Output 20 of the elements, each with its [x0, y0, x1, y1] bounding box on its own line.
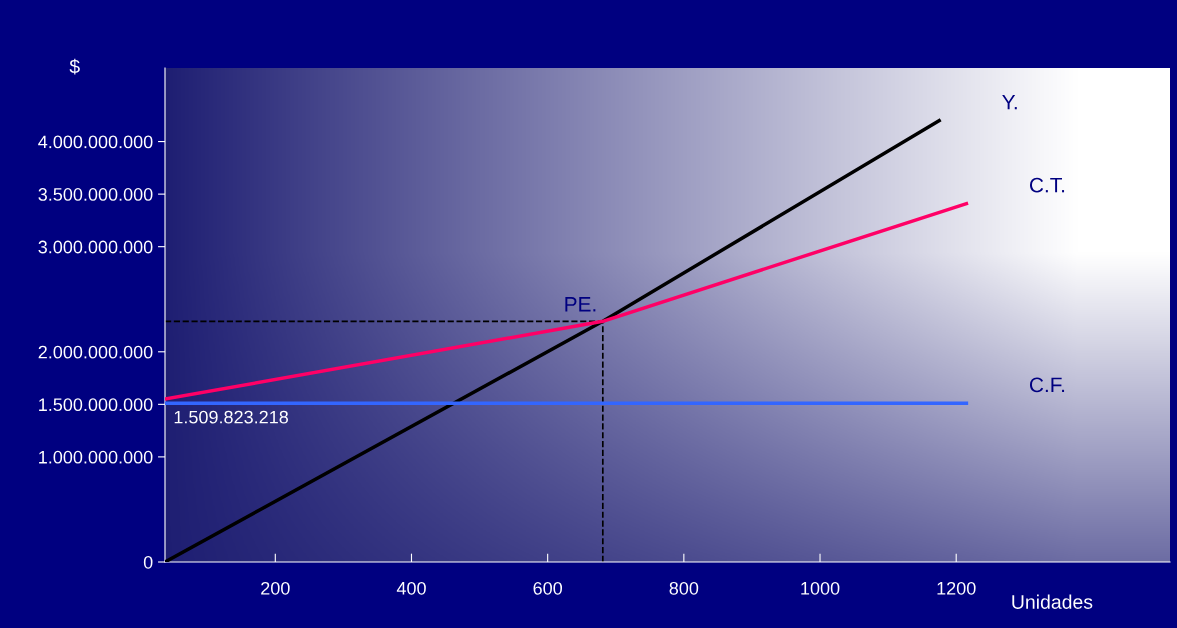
x-axis-title: Unidades — [1012, 594, 1093, 609]
x-tick-label: 800 — [669, 581, 699, 595]
text: C.F. — [1029, 377, 1065, 393]
y-tick-label: 4.000.000.000 — [38, 135, 153, 149]
x-tick-label: 400 — [396, 581, 426, 595]
y-tick-label: 3.500.000.000 — [38, 188, 153, 201]
x-tick-label: 200 — [261, 581, 290, 595]
y-tick-label: 0 — [143, 555, 153, 569]
y-tick-label: 3.000.000.000 — [38, 240, 153, 254]
y-tick-label: 1.000.000.000 — [39, 450, 153, 464]
x-tick-label: 600 — [533, 581, 563, 595]
y-tick-label: 2.000.000.000 — [38, 345, 153, 359]
text: C.T. — [1029, 177, 1065, 193]
x-tick-label: 1000 — [801, 581, 840, 595]
y-tick-label: 1.500.000.000 — [39, 398, 153, 412]
data-label: 1.509.823.218 — [174, 410, 289, 424]
annotation: PE. — [565, 297, 596, 312]
x-tick-label: 1200 — [937, 581, 976, 595]
y-axis-title: $ — [69, 58, 80, 75]
text: Y. — [1002, 94, 1017, 110]
